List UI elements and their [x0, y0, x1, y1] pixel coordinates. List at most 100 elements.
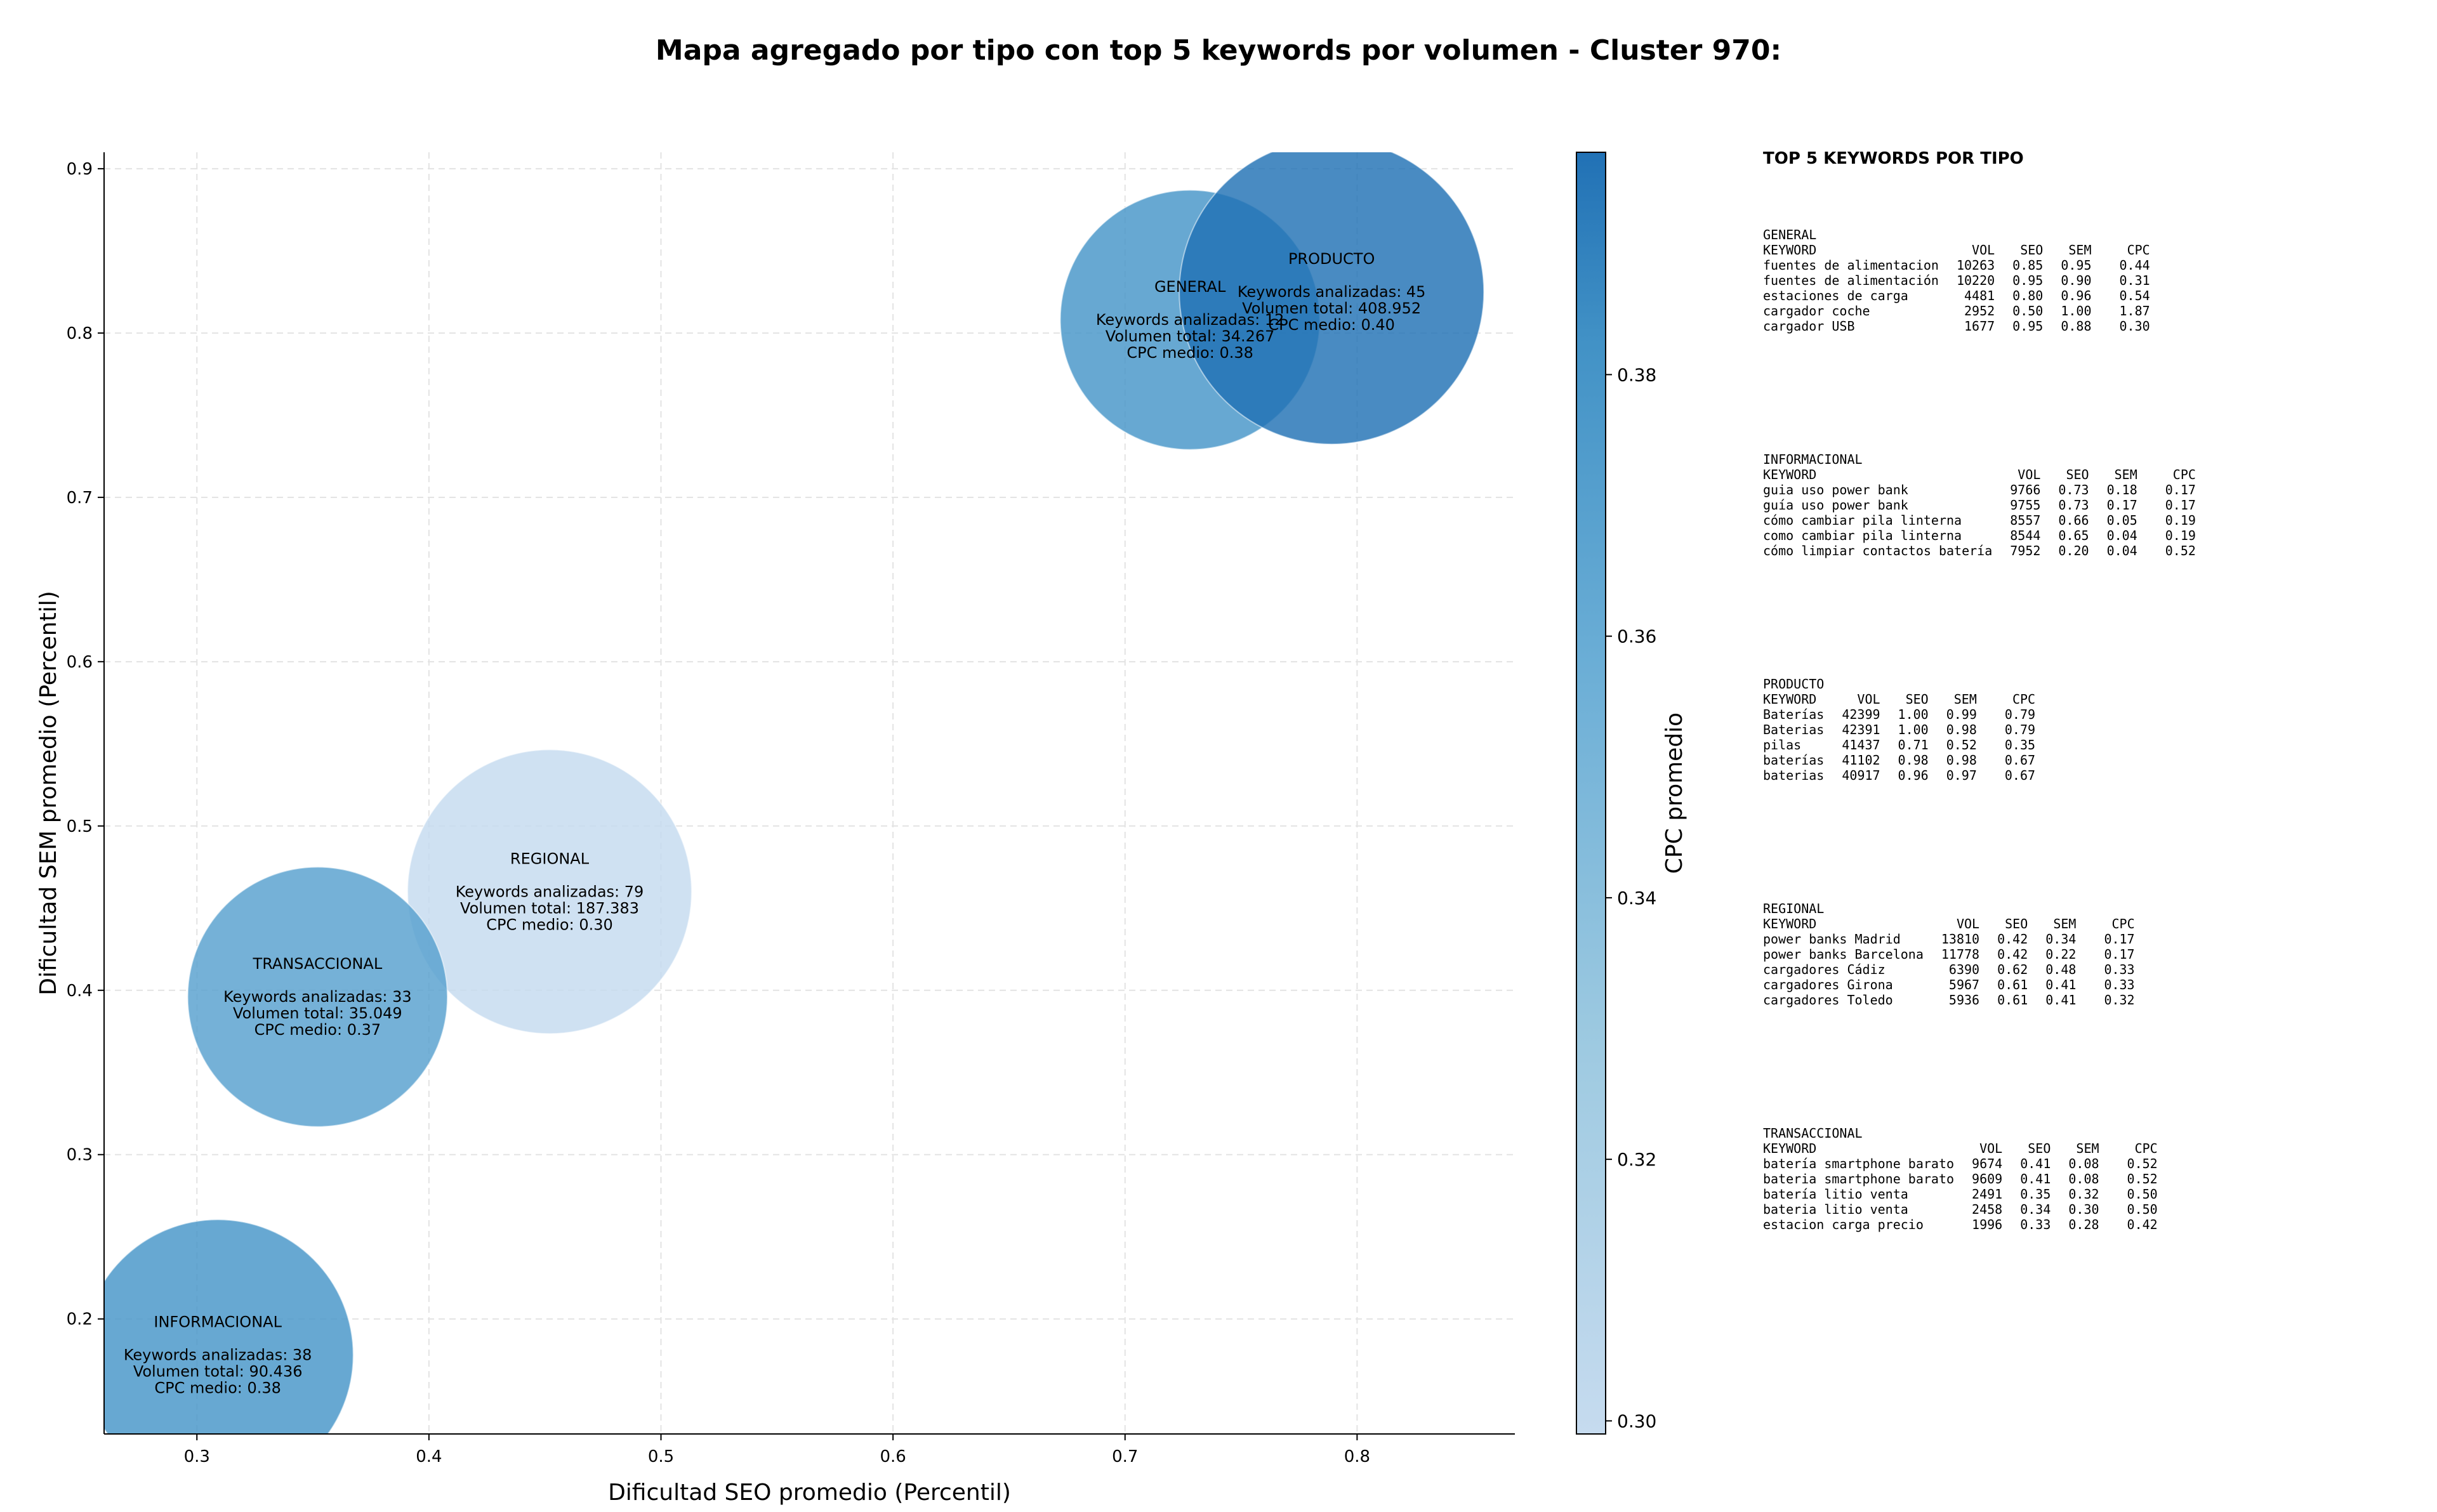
column-header: SEM [2068, 242, 2092, 258]
keyword-table: KEYWORD VOL SEO SEM CPC power banks Madrid 138… [1763, 916, 2135, 1008]
value-cell: 0.98 [1946, 722, 1977, 737]
value-cell: 1.00 [1898, 722, 1929, 737]
value-cell: 0.54 [2119, 288, 2150, 303]
value-cell: 0.96 [1898, 768, 1929, 783]
column-header: SEO [2028, 1141, 2051, 1156]
value-cell: 0.04 [2106, 528, 2137, 543]
column-header: CPC [2134, 1141, 2158, 1156]
value-cell: 0.52 [1946, 737, 1977, 753]
group-name: GENERAL [1763, 227, 1817, 242]
table-row: baterias 40917 0.96 0.97 0.67 [1763, 768, 2035, 783]
column-header: KEYWORD [1763, 1141, 1817, 1156]
value-cell: 0.32 [2104, 992, 2135, 1008]
x-axis-label: Dificultad SEO promedio (Percentil) [608, 1480, 1011, 1506]
table-row: estacion carga precio 1996 0.33 0.28 0.42 [1763, 1217, 2158, 1232]
value-cell: 5936 [1948, 992, 1980, 1008]
value-cell: 0.30 [2068, 1202, 2099, 1217]
table-row: power banks Madrid 13810 0.42 0.34 0.17 [1763, 931, 2135, 947]
value-cell: 8557 [2010, 513, 2041, 528]
y-axis-label: Dificultad SEM promedio (Percentil) [36, 591, 62, 996]
value-cell: 0.62 [1997, 962, 2028, 977]
value-cell: 0.65 [2058, 528, 2089, 543]
value-cell: 0.08 [2068, 1171, 2099, 1187]
bubble-stat-line: Keywords analizadas: 45 [1238, 283, 1426, 301]
value-cell: 0.33 [2020, 1217, 2051, 1232]
table-row: cargadores Cádiz 6390 0.62 0.48 0.33 [1763, 962, 2135, 977]
bubble-stat-line: CPC medio: 0.37 [254, 1021, 381, 1039]
column-header: CPC [2012, 692, 2036, 707]
bubble-stat-line: CPC medio: 0.30 [486, 916, 613, 933]
value-cell: 0.34 [2045, 931, 2077, 947]
bubble-label-regional: REGIONAL Keywords analizadas: 79 Volumen t… [456, 850, 644, 933]
y-tick-label: 0.7 [67, 489, 93, 508]
keyword-cell: cargador USB [1763, 319, 1855, 334]
value-cell: 0.52 [2127, 1171, 2158, 1187]
table-row: guia uso power bank 9766 0.73 0.18 0.17 [1763, 482, 2196, 497]
y-tick-label: 0.3 [67, 1146, 93, 1165]
table-row: cargador USB 1677 0.95 0.88 0.30 [1763, 319, 2150, 334]
value-cell: 0.67 [2004, 768, 2036, 783]
bubble-stat-line: CPC medio: 0.38 [154, 1379, 281, 1397]
value-cell: 0.95 [2012, 319, 2044, 334]
keyword-group-general: GENERAL KEYWORD VOL SEO SEM CPC fuentes de ali… [1763, 227, 2410, 452]
value-cell: 0.05 [2106, 513, 2137, 528]
keyword-cell: batería smartphone barato [1763, 1156, 1955, 1171]
value-cell: 0.50 [2127, 1187, 2158, 1202]
colorbar-tick-label: 0.36 [1617, 626, 1656, 647]
keyword-cell: cargadores Girona [1763, 977, 1893, 992]
table-row: power banks Barcelona 11778 0.42 0.22 0.17 [1763, 947, 2135, 962]
column-header: VOL [1979, 1141, 2003, 1156]
table-header-row: KEYWORD VOL SEO SEM CPC [1763, 916, 2135, 931]
colorbar-tick-label: 0.32 [1617, 1149, 1656, 1170]
column-header: SEM [2114, 467, 2137, 482]
column-header: VOL [1857, 692, 1880, 707]
table-row: estaciones de carga 4481 0.80 0.96 0.54 [1763, 288, 2150, 303]
value-cell: 0.73 [2058, 497, 2089, 513]
keyword-groups: GENERAL KEYWORD VOL SEO SEM CPC fuentes de ali… [1763, 227, 2410, 1350]
value-cell: 0.52 [2127, 1156, 2158, 1171]
value-cell: 0.41 [2045, 977, 2077, 992]
keyword-group-transaccional: TRANSACCIONAL KEYWORD VOL SEO SEM CPC batería … [1763, 1126, 2410, 1350]
bubble-label-general: GENERAL Keywords analizadas: 12 Volumen to… [1096, 278, 1285, 362]
value-cell: 0.95 [2012, 273, 2044, 288]
bubble-stat-line: Keywords analizadas: 38 [124, 1346, 312, 1364]
table-row: fuentes de alimentación 10220 0.95 0.90 0.31 [1763, 273, 2150, 288]
table-row: Baterias 42391 1.00 0.98 0.79 [1763, 722, 2035, 737]
column-header: CPC [2127, 242, 2150, 258]
y-tick-label: 0.4 [67, 982, 93, 1001]
table-row: bateria litio venta 2458 0.34 0.30 0.50 [1763, 1202, 2158, 1217]
x-tick-label: 0.4 [416, 1447, 442, 1466]
value-cell: 0.98 [1946, 753, 1977, 768]
table-row: batería litio venta 2491 0.35 0.32 0.50 [1763, 1187, 2158, 1202]
colorbar: 0.30 0.32 0.34 0.36 0.38 CPC promedio [1576, 152, 1687, 1435]
column-header: SEM [2076, 1141, 2099, 1156]
bubble-transaccional [187, 866, 449, 1127]
table-header-row: KEYWORD VOL SEO SEM CPC [1763, 692, 2035, 707]
column-header: SEM [1953, 692, 1977, 707]
x-tick-label: 0.8 [1344, 1447, 1370, 1466]
value-cell: 0.19 [2165, 528, 2196, 543]
y-tick-label: 0.5 [67, 817, 93, 836]
grid [104, 152, 1515, 1434]
value-cell: 0.44 [2119, 258, 2150, 273]
colorbar-tick-label: 0.30 [1617, 1410, 1656, 1431]
keyword-cell: bateria litio venta [1763, 1202, 1908, 1217]
value-cell: 0.19 [2165, 513, 2196, 528]
keyword-cell: como cambiar pila linterna [1763, 528, 1962, 543]
bubble-type-name: TRANSACCIONAL [253, 955, 383, 973]
keyword-cell: power banks Barcelona [1763, 947, 1924, 962]
value-cell: 0.97 [1946, 768, 1977, 783]
column-header: CPC [2172, 467, 2196, 482]
column-header: VOL [2018, 467, 2041, 482]
column-header: KEYWORD [1763, 467, 1817, 482]
value-cell: 0.61 [1997, 977, 2028, 992]
value-cell: 7952 [2010, 543, 2041, 558]
value-cell: 10263 [1956, 258, 1995, 273]
value-cell: 0.85 [2012, 258, 2044, 273]
bubble-stat-line: Volumen total: 90.436 [133, 1363, 303, 1381]
column-header: KEYWORD [1763, 242, 1817, 258]
value-cell: 0.50 [2012, 303, 2044, 319]
y-tick-label: 0.2 [67, 1310, 93, 1329]
keyword-cell: estaciones de carga [1763, 288, 1908, 303]
column-header: SEO [1905, 692, 1929, 707]
